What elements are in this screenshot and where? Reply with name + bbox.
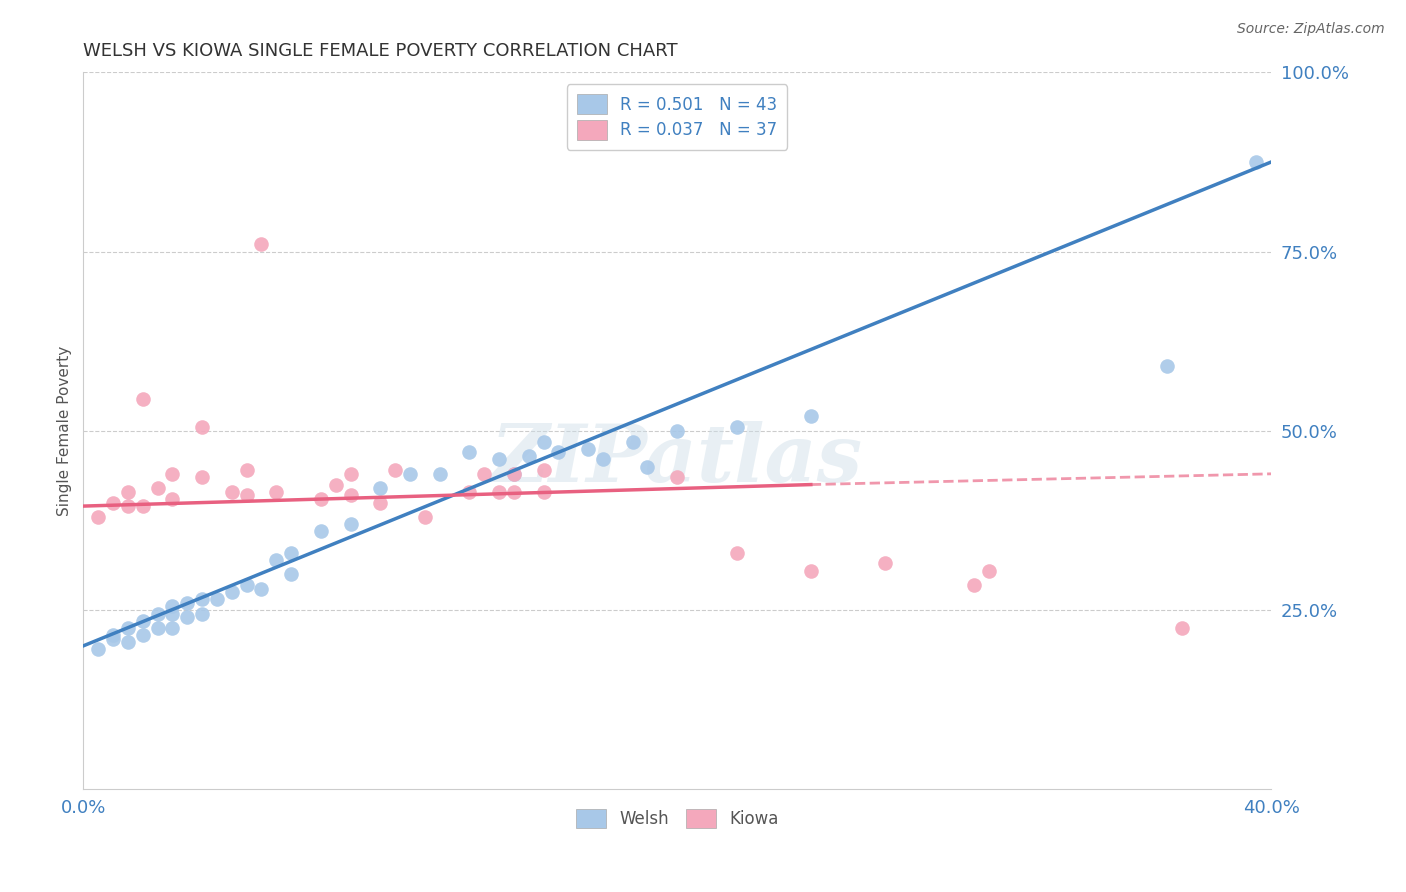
Point xyxy=(413,509,436,524)
Point xyxy=(1156,359,1178,374)
Point xyxy=(280,567,302,582)
Point xyxy=(502,467,524,481)
Point xyxy=(176,610,198,624)
Text: Source: ZipAtlas.com: Source: ZipAtlas.com xyxy=(1237,22,1385,37)
Point xyxy=(1244,155,1267,169)
Point xyxy=(800,564,823,578)
Point xyxy=(162,491,184,506)
Point xyxy=(517,449,540,463)
Point xyxy=(533,463,555,477)
Point xyxy=(873,557,896,571)
Point xyxy=(502,467,524,481)
Point xyxy=(1171,621,1194,635)
Point xyxy=(250,582,273,596)
Point xyxy=(117,484,139,499)
Point xyxy=(576,442,599,456)
Point xyxy=(250,237,273,252)
Point xyxy=(146,607,169,621)
Point xyxy=(533,484,555,499)
Point xyxy=(339,467,361,481)
Point xyxy=(368,495,391,509)
Point xyxy=(235,488,257,502)
Point xyxy=(725,420,748,434)
Point xyxy=(325,477,347,491)
Point xyxy=(502,484,524,499)
Point xyxy=(368,481,391,495)
Point xyxy=(191,592,214,607)
Point xyxy=(458,484,481,499)
Point xyxy=(191,420,214,434)
Point xyxy=(117,635,139,649)
Point xyxy=(162,621,184,635)
Point xyxy=(176,596,198,610)
Point xyxy=(429,467,451,481)
Point xyxy=(800,409,823,424)
Point xyxy=(146,621,169,635)
Point xyxy=(162,467,184,481)
Point xyxy=(592,452,614,467)
Point xyxy=(101,495,124,509)
Point xyxy=(191,607,214,621)
Text: WELSH VS KIOWA SINGLE FEMALE POVERTY CORRELATION CHART: WELSH VS KIOWA SINGLE FEMALE POVERTY COR… xyxy=(83,42,678,60)
Point xyxy=(101,628,124,642)
Point xyxy=(384,463,406,477)
Y-axis label: Single Female Poverty: Single Female Poverty xyxy=(58,346,72,516)
Point xyxy=(117,621,139,635)
Point xyxy=(621,434,644,449)
Point xyxy=(131,499,153,513)
Point xyxy=(235,463,257,477)
Point xyxy=(309,491,332,506)
Point xyxy=(266,553,288,567)
Point xyxy=(666,424,689,438)
Point xyxy=(162,607,184,621)
Point xyxy=(146,481,169,495)
Point xyxy=(221,585,243,599)
Point xyxy=(205,592,228,607)
Point xyxy=(472,467,495,481)
Point xyxy=(725,546,748,560)
Point xyxy=(666,470,689,484)
Point xyxy=(87,509,110,524)
Point xyxy=(131,392,153,406)
Text: ZIPatlas: ZIPatlas xyxy=(491,421,863,499)
Point xyxy=(488,484,510,499)
Point xyxy=(339,488,361,502)
Point xyxy=(533,434,555,449)
Point xyxy=(488,452,510,467)
Point xyxy=(131,628,153,642)
Point xyxy=(399,467,422,481)
Point xyxy=(101,632,124,646)
Point xyxy=(309,524,332,538)
Point xyxy=(162,599,184,614)
Point xyxy=(266,484,288,499)
Point xyxy=(131,614,153,628)
Point xyxy=(339,516,361,531)
Legend: Welsh, Kiowa: Welsh, Kiowa xyxy=(569,802,785,835)
Point xyxy=(963,578,986,592)
Point xyxy=(547,445,569,459)
Point xyxy=(280,546,302,560)
Point xyxy=(235,578,257,592)
Point xyxy=(221,484,243,499)
Point xyxy=(637,459,659,474)
Point xyxy=(87,642,110,657)
Point xyxy=(117,499,139,513)
Point xyxy=(977,564,1000,578)
Point xyxy=(458,445,481,459)
Point xyxy=(191,470,214,484)
